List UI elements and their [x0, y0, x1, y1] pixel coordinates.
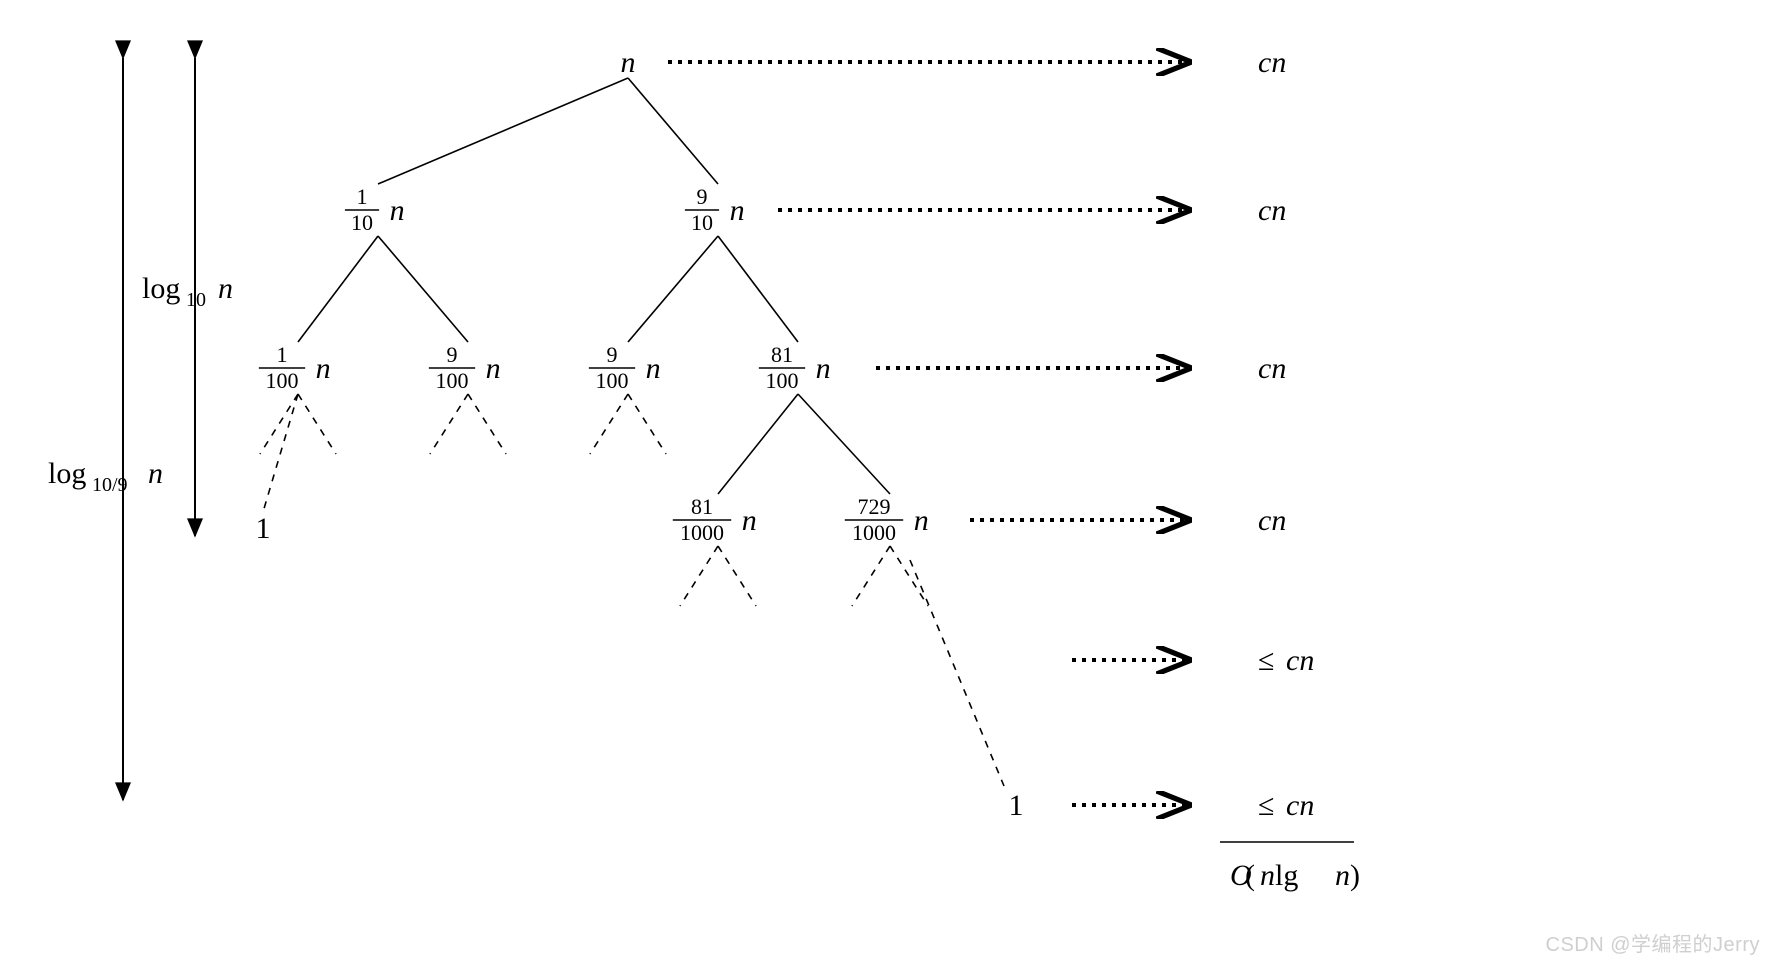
- log-sub: 10: [186, 289, 206, 311]
- row-cost: cn: [1258, 46, 1286, 79]
- row-cost: cn: [1258, 352, 1286, 385]
- tree-node-l2d: 81100 n: [759, 342, 831, 393]
- tree-node-l2c: 9100 n: [589, 342, 661, 393]
- row-cost-prefix: ≤: [1258, 789, 1274, 822]
- frac-post: n: [914, 504, 929, 537]
- frac-post: n: [816, 352, 831, 385]
- log-var: n: [218, 272, 233, 305]
- tree-node-n: n: [621, 46, 636, 79]
- total-part: n: [1260, 859, 1275, 892]
- row-cost: cn: [1258, 504, 1286, 537]
- node-plain: 1: [1009, 789, 1024, 822]
- frac-post: n: [316, 352, 331, 385]
- frac-den: 10: [691, 210, 713, 235]
- tree-node-leaf1: 1: [256, 512, 271, 545]
- tree-edge-dashed: [680, 546, 718, 606]
- tree-node-l3d: 7291000 n: [845, 494, 929, 545]
- frac-den: 10: [351, 210, 373, 235]
- frac-post: n: [390, 194, 405, 227]
- log-base: log: [48, 457, 86, 490]
- row-cost: ≤ cn: [1258, 789, 1314, 822]
- frac-num: 1: [277, 342, 288, 367]
- tree-edge: [718, 394, 798, 494]
- frac-num: 9: [697, 184, 708, 209]
- frac-num: 9: [607, 342, 618, 367]
- frac-post: n: [486, 352, 501, 385]
- node-plain: 1: [256, 512, 271, 545]
- tree-node-l1b: 910 n: [685, 184, 745, 235]
- frac-num: 81: [771, 342, 793, 367]
- tree-edge-dashed: [890, 546, 928, 606]
- frac-num: 1: [357, 184, 368, 209]
- frac-den: 100: [436, 368, 469, 393]
- tree-edge-dashed: [590, 394, 628, 454]
- row-cost-value: cn: [1286, 789, 1314, 822]
- frac-den: 100: [766, 368, 799, 393]
- row-cost-value: cn: [1258, 504, 1286, 537]
- tree-edge: [298, 236, 378, 342]
- total-part: n: [1335, 859, 1350, 892]
- frac-post: n: [742, 504, 757, 537]
- frac-den: 100: [266, 368, 299, 393]
- tree-edge: [798, 394, 890, 494]
- tree-edge-dashed: [260, 394, 298, 454]
- frac-den: 1000: [852, 520, 896, 545]
- tree-edge-long-dashed: [910, 560, 1004, 786]
- tree-edge-dashed: [263, 394, 298, 512]
- frac-den: 1000: [680, 520, 724, 545]
- log-sub: 10/9: [92, 474, 128, 496]
- frac-num: 9: [447, 342, 458, 367]
- tree-edge: [378, 236, 468, 342]
- tree-edge-dashed: [430, 394, 468, 454]
- frac-num: 729: [858, 494, 891, 519]
- frac-den: 100: [596, 368, 629, 393]
- log-base: log: [142, 272, 180, 305]
- total-cost: O(n lg n): [1230, 859, 1360, 892]
- tree-edge: [718, 236, 798, 342]
- tree-edge-dashed: [468, 394, 506, 454]
- row-cost-value: cn: [1258, 46, 1286, 79]
- row-cost-value: cn: [1286, 644, 1314, 677]
- height-label-outer: log 10/9 n: [48, 457, 163, 496]
- tree-node-leafEnd: 1: [1009, 789, 1024, 822]
- tree-edge: [628, 236, 718, 342]
- frac-num: 81: [691, 494, 713, 519]
- node-var: n: [621, 46, 636, 79]
- log-var: n: [148, 457, 163, 490]
- tree-node-l2a: 1100 n: [259, 342, 331, 393]
- total-part: ): [1350, 859, 1360, 892]
- watermark-text: CSDN @学编程的Jerry: [1546, 928, 1760, 957]
- row-cost-value: cn: [1258, 194, 1286, 227]
- row-cost-value: cn: [1258, 352, 1286, 385]
- frac-post: n: [730, 194, 745, 227]
- tree-node-l1a: 110 n: [345, 184, 405, 235]
- tree-node-l3c: 811000 n: [673, 494, 757, 545]
- tree-edge-dashed: [298, 394, 336, 454]
- row-cost-prefix: ≤: [1258, 644, 1274, 677]
- total-part: (: [1245, 859, 1255, 892]
- tree-edge-dashed: [852, 546, 890, 606]
- height-label-inner: log 10 n: [142, 272, 233, 311]
- tree-edge-dashed: [718, 546, 756, 606]
- tree-edge: [628, 78, 718, 184]
- tree-edge-dashed: [628, 394, 666, 454]
- row-cost: ≤ cn: [1258, 644, 1314, 677]
- frac-post: n: [646, 352, 661, 385]
- tree-node-l2b: 9100 n: [429, 342, 501, 393]
- tree-edge: [378, 78, 628, 184]
- total-part: lg: [1275, 859, 1298, 892]
- row-cost: cn: [1258, 194, 1286, 227]
